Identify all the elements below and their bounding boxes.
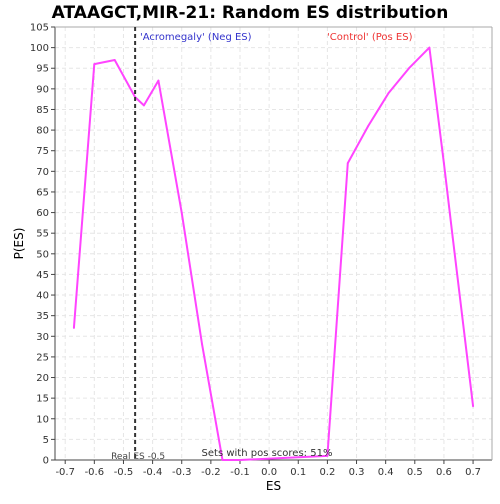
y-tick-label: 50 — [36, 249, 49, 260]
chart-title: ATAAGCT,MIR-21: Random ES distribution — [52, 3, 449, 23]
es-data-point — [239, 459, 241, 461]
x-tick-label: 0.3 — [349, 467, 365, 478]
es-data-point — [408, 67, 410, 70]
y-tick-label: 85 — [36, 105, 49, 116]
y-tick-label: 25 — [36, 352, 49, 363]
es-data-point — [443, 162, 445, 164]
x-tick-label: -0.3 — [172, 467, 192, 478]
x-tick-label: -0.2 — [201, 467, 221, 478]
es-data-point — [367, 125, 370, 127]
y-tick-label: 10 — [36, 414, 49, 425]
es-data-point — [428, 46, 431, 49]
y-tick-label: 80 — [36, 126, 49, 137]
es-data-point — [93, 63, 96, 66]
x-tick-label: 0.7 — [465, 467, 481, 478]
x-tick-label: 0.5 — [407, 467, 423, 478]
y-tick-label: 105 — [30, 23, 49, 34]
x-tick-label: -0.6 — [85, 467, 105, 478]
es-data-point — [142, 104, 145, 107]
y-tick-label: 65 — [36, 187, 49, 198]
es-data-point — [221, 459, 224, 461]
x-tick-label: 0.6 — [436, 467, 452, 478]
x-tick-label: 0.0 — [261, 467, 277, 478]
x-tick-label: -0.4 — [143, 467, 163, 478]
es-data-point — [472, 405, 474, 408]
y-tick-label: 5 — [43, 435, 49, 446]
real-es-label: Real ES -0.5 — [111, 452, 165, 462]
y-tick-label: 45 — [36, 270, 49, 281]
y-tick-label: 100 — [30, 43, 49, 54]
x-tick-label: 0.1 — [290, 467, 306, 478]
x-tick-label: 0.2 — [319, 467, 335, 478]
pos-scores-annotation: Sets with pos scores: 51% — [202, 448, 333, 459]
x-tick-label: -0.5 — [114, 467, 134, 478]
es-data-point — [451, 236, 454, 239]
y-tick-label: 95 — [36, 64, 49, 75]
y-tick-label: 0 — [43, 456, 49, 467]
es-data-point — [157, 79, 160, 82]
y-tick-label: 15 — [36, 394, 49, 405]
es-data-point — [180, 211, 183, 214]
y-tick-label: 60 — [36, 208, 49, 219]
x-tick-label: 0.4 — [378, 467, 394, 478]
x-axis-label: ES — [266, 479, 281, 493]
y-tick-label: 70 — [36, 167, 49, 178]
neg-es-annotation: 'Acromegaly' (Neg ES) — [140, 32, 252, 43]
pos-es-annotation: 'Control' (Pos ES) — [327, 32, 413, 43]
es-data-point — [73, 327, 75, 329]
es-data-point — [113, 59, 116, 61]
es-data-point — [201, 343, 204, 346]
x-tick-label: -0.1 — [230, 467, 250, 478]
es-data-point — [387, 92, 390, 94]
plot-background — [55, 27, 492, 460]
es-data-point — [346, 162, 349, 164]
y-tick-label: 75 — [36, 146, 49, 157]
y-axis-label: P(ES) — [12, 228, 26, 260]
y-tick-label: 30 — [36, 332, 49, 343]
y-tick-label: 20 — [36, 373, 49, 384]
y-tick-label: 40 — [36, 291, 49, 302]
x-tick-label: -0.7 — [55, 467, 75, 478]
y-tick-label: 35 — [36, 311, 49, 322]
y-tick-label: 55 — [36, 229, 49, 240]
es-data-point — [326, 454, 329, 457]
y-tick-label: 90 — [36, 84, 49, 95]
